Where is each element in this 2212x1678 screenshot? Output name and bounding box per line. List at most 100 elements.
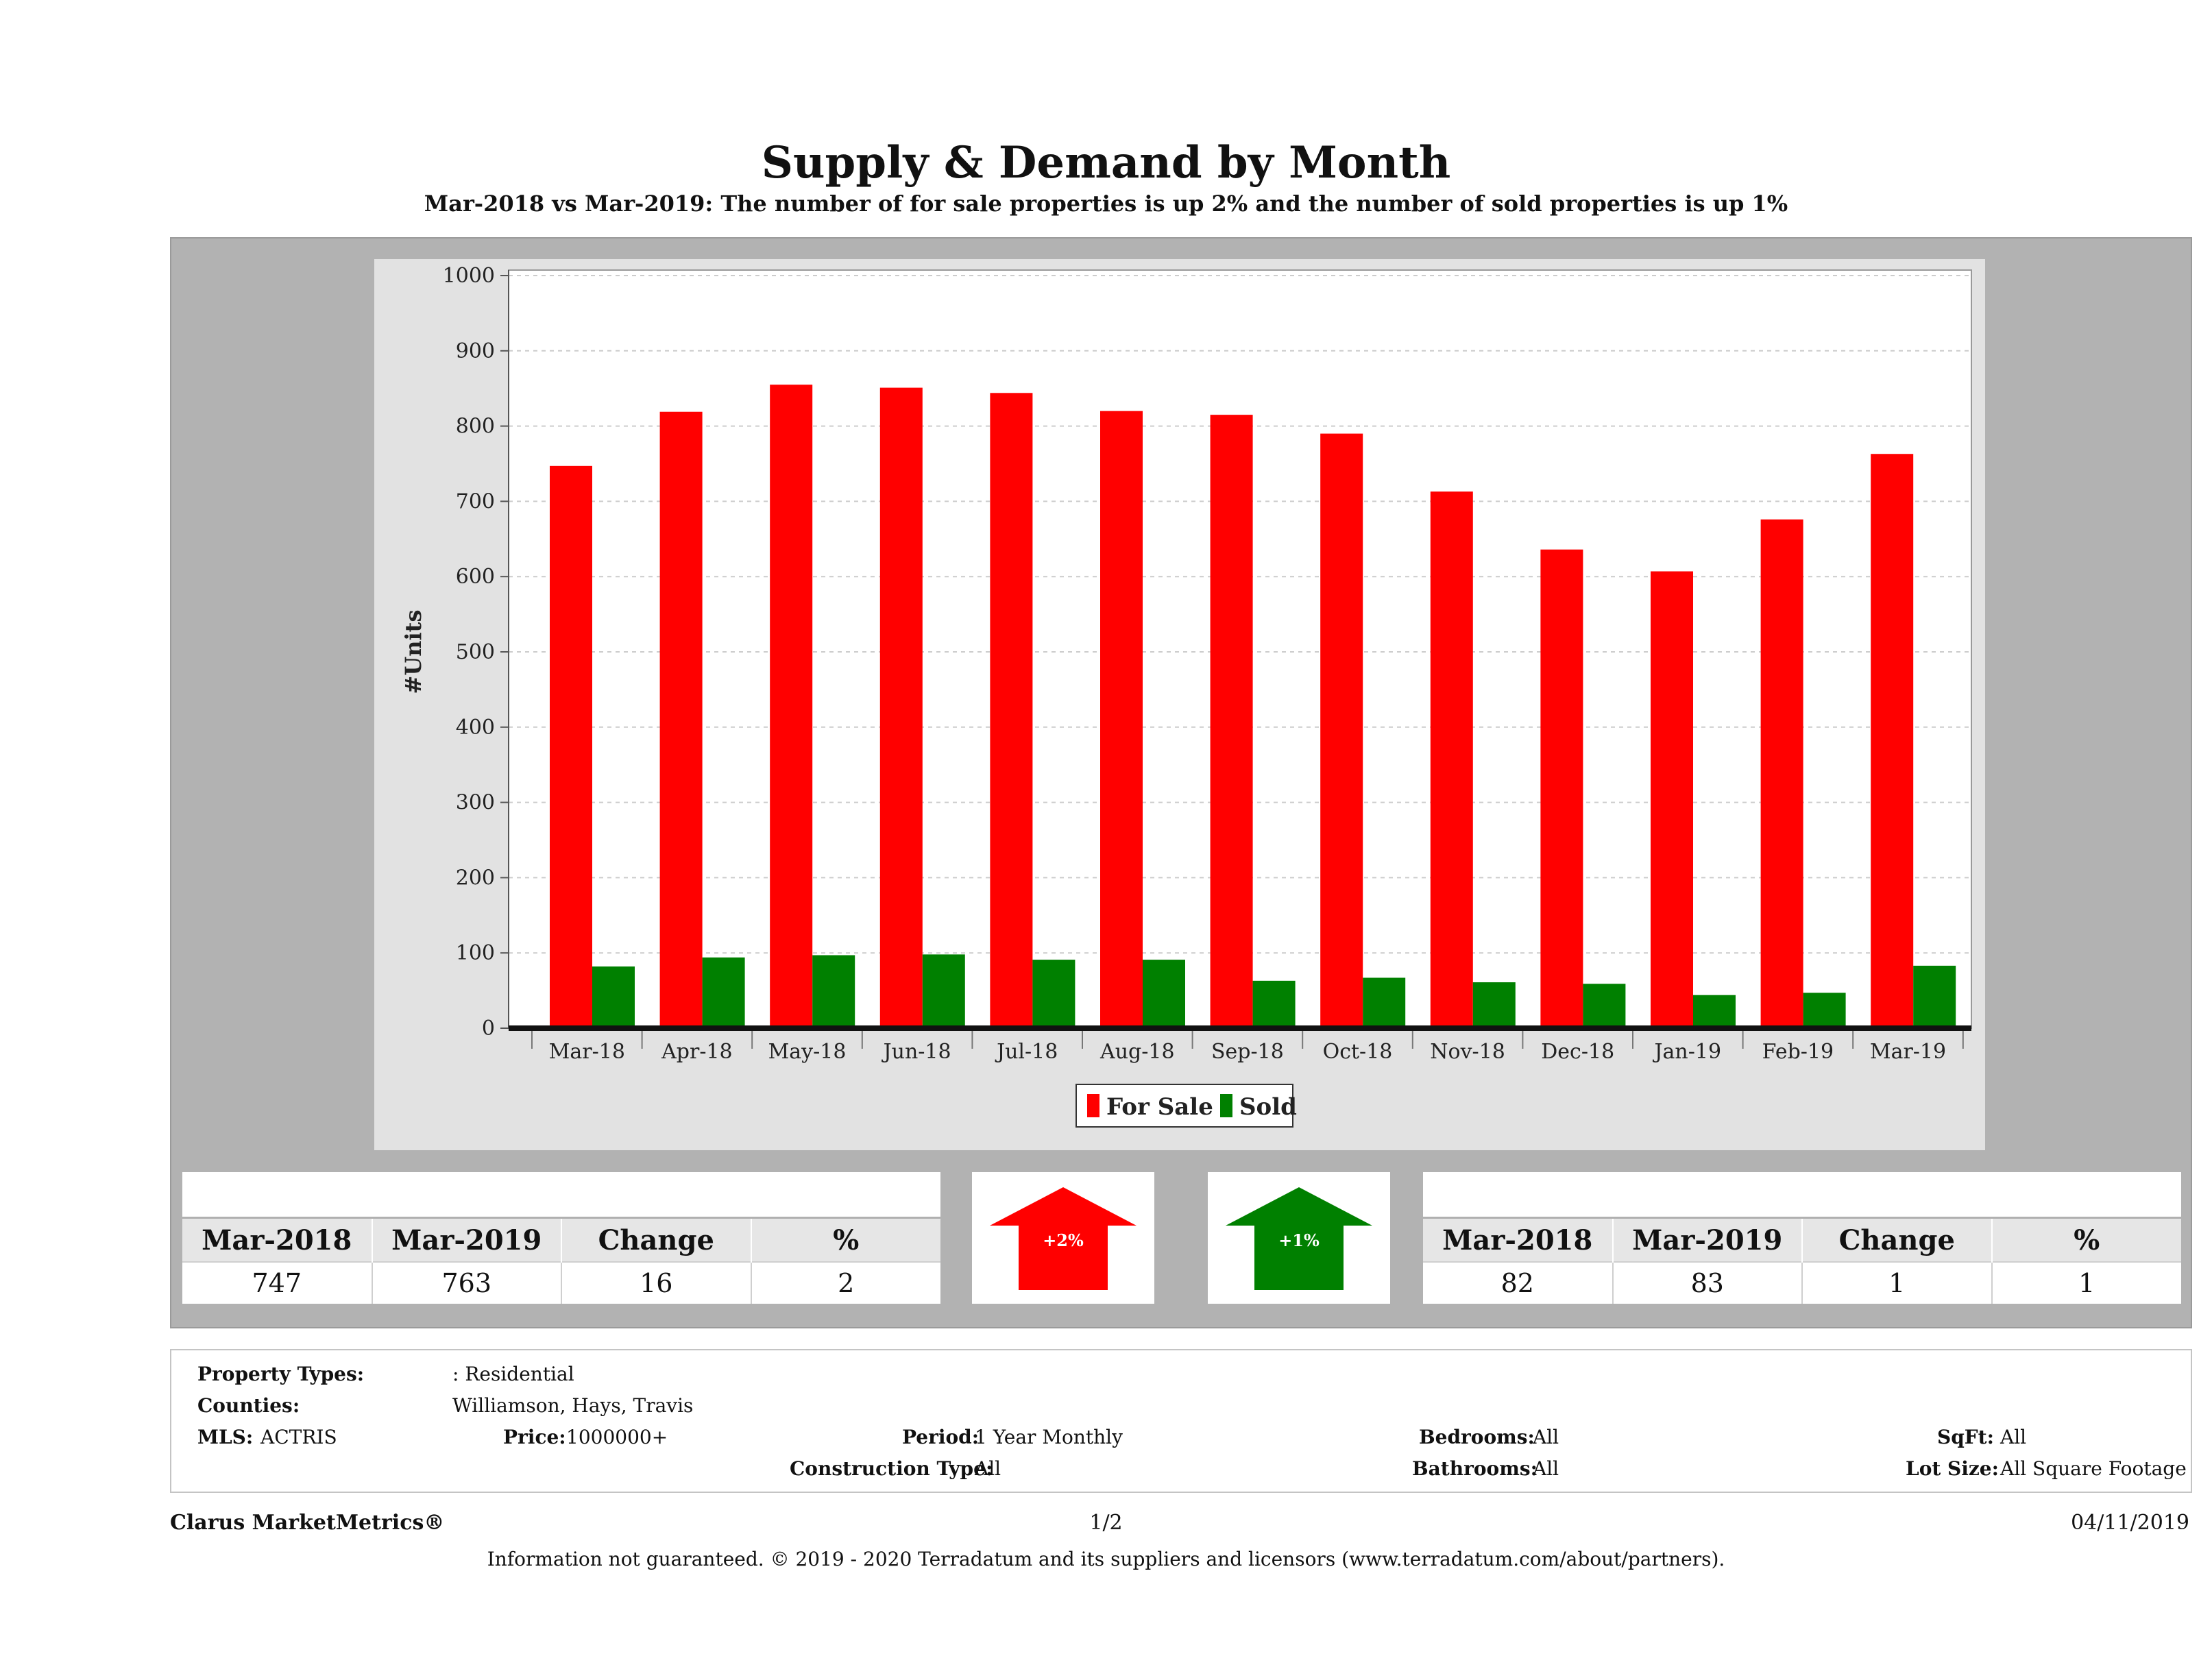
- for-sale-header-curr: Mar-2019: [371, 1217, 561, 1262]
- bedrooms-value: All: [1533, 1426, 1559, 1448]
- sold-bar: [1472, 982, 1516, 1028]
- counties-label: Counties:: [197, 1394, 300, 1417]
- chart-subtitle: Mar-2018 vs Mar-2019: The number of for …: [424, 191, 1788, 217]
- bathrooms-value: All: [1533, 1457, 1559, 1480]
- sold-header-change: Change: [1801, 1217, 1992, 1262]
- legend-label-for-sale: For Sale: [1106, 1093, 1213, 1121]
- sold-value-curr: 83: [1612, 1261, 1802, 1304]
- y-tick-label: 100: [456, 941, 495, 965]
- sold-bar: [1252, 980, 1296, 1028]
- for-sale-change-indicator: +2%: [972, 1172, 1154, 1304]
- sold-header-prev: Mar-2018: [1423, 1217, 1613, 1262]
- lot-size-value: All Square Footage: [2000, 1457, 2187, 1480]
- bedrooms-label: Bedrooms:: [1419, 1426, 1535, 1448]
- sqft-value: All: [2000, 1426, 2027, 1448]
- construction-type-value: All: [975, 1457, 1001, 1480]
- disclaimer: Information not guaranteed. © 2019 - 202…: [487, 1548, 1725, 1570]
- for-sale-bar: [1651, 571, 1693, 1028]
- x-tick-label: Jul-18: [995, 1040, 1058, 1064]
- period-value: 1 Year Monthly: [975, 1426, 1123, 1448]
- for-sale-arrow-label: +2%: [1043, 1230, 1084, 1250]
- property-types-label: Property Types:: [197, 1363, 365, 1385]
- for-sale-bar: [1760, 519, 1803, 1028]
- for-sale-value-prev: 747: [182, 1261, 372, 1304]
- for-sale-bar: [1540, 549, 1583, 1028]
- for-sale-value-curr: 763: [371, 1261, 561, 1304]
- sold-header-curr: Mar-2019: [1612, 1217, 1802, 1262]
- for-sale-bar: [550, 465, 592, 1028]
- for-sale-header-change: Change: [561, 1217, 751, 1262]
- sold-bar: [1583, 984, 1626, 1028]
- mls-value: ACTRIS: [260, 1426, 337, 1448]
- y-axis-label: #Units: [400, 610, 426, 694]
- x-tick-label: Mar-19: [1870, 1040, 1946, 1064]
- sold-bar: [1913, 965, 1956, 1028]
- for-sale-bar: [1210, 415, 1253, 1028]
- mls-label: MLS:: [197, 1426, 254, 1448]
- sold-bar: [1143, 960, 1185, 1028]
- page-number: 1/2: [1089, 1511, 1123, 1535]
- sold-bar: [1803, 993, 1846, 1028]
- for-sale-bar: [659, 411, 703, 1028]
- brand-name: Clarus MarketMetrics®: [170, 1511, 445, 1535]
- chart-title: Supply & Demand by Month: [761, 137, 1451, 189]
- sold-stats-table: Mar-2018 Mar-2019 Change % 82 83 1 1: [1423, 1217, 2181, 1304]
- for-sale-bar: [990, 393, 1033, 1028]
- y-tick-label: 800: [456, 415, 495, 439]
- up-arrow-icon: +1%: [1226, 1187, 1372, 1290]
- sold-bar: [1032, 960, 1075, 1028]
- sold-bar: [922, 954, 965, 1028]
- sold-bar: [592, 966, 635, 1028]
- y-tick-label: 500: [456, 640, 495, 664]
- for-sale-header-prev: Mar-2018: [182, 1217, 372, 1262]
- for-sale-bar: [1871, 454, 1914, 1028]
- x-tick-label: Apr-18: [661, 1040, 733, 1064]
- lot-size-label: Lot Size:: [1906, 1457, 1999, 1480]
- sold-stats-panel: Mar-2018 Mar-2019 Change % 82 83 1 1: [1423, 1172, 2181, 1304]
- y-tick-label: 200: [456, 866, 495, 890]
- legend-box: [1075, 1084, 1293, 1128]
- y-tick-label: 700: [456, 489, 495, 513]
- x-tick-label: Oct-18: [1323, 1040, 1393, 1064]
- x-tick-label: Sep-18: [1211, 1040, 1284, 1064]
- sold-bar: [1363, 977, 1406, 1028]
- price-label: Price:: [503, 1426, 566, 1448]
- for-sale-stats-table: Mar-2018 Mar-2019 Change % 747 763 16 2: [182, 1217, 940, 1304]
- property-types-value: : Residential: [452, 1363, 574, 1385]
- sold-value-prev: 82: [1423, 1261, 1613, 1304]
- legend-swatch-for-sale: [1087, 1094, 1099, 1117]
- sold-value-change: 1: [1801, 1261, 1992, 1304]
- y-tick-label: 400: [456, 716, 495, 740]
- for-sale-header-percent: %: [750, 1217, 940, 1262]
- up-arrow-icon: +2%: [990, 1187, 1137, 1290]
- sqft-label: SqFt:: [1937, 1426, 1994, 1448]
- bathrooms-label: Bathrooms:: [1412, 1457, 1538, 1480]
- sold-arrow-label: +1%: [1278, 1230, 1320, 1250]
- sold-header-percent: %: [1991, 1217, 2181, 1262]
- report-date: 04/11/2019: [2071, 1511, 2189, 1535]
- sold-bar: [812, 955, 855, 1028]
- construction-type-label: Construction Type:: [790, 1457, 993, 1480]
- for-sale-stats-panel: Mar-2018 Mar-2019 Change % 747 763 16 2: [182, 1172, 940, 1304]
- for-sale-bar: [879, 387, 923, 1028]
- legend-swatch-sold: [1220, 1094, 1232, 1117]
- x-tick-label: Dec-18: [1541, 1040, 1614, 1064]
- x-tick-label: Jan-19: [1653, 1040, 1722, 1064]
- sold-bar: [702, 957, 745, 1028]
- for-sale-value-percent: 2: [750, 1261, 940, 1304]
- x-tick-label: Feb-19: [1762, 1040, 1834, 1064]
- for-sale-bar: [1320, 433, 1363, 1028]
- x-tick-label: Mar-18: [549, 1040, 625, 1064]
- x-tick-label: Nov-18: [1430, 1040, 1505, 1064]
- y-tick-label: 900: [456, 339, 495, 363]
- x-tick-label: May-18: [768, 1040, 847, 1064]
- for-sale-bar: [770, 385, 813, 1028]
- y-tick-label: 300: [456, 791, 495, 815]
- period-label: Period:: [902, 1426, 980, 1448]
- y-tick-label: 600: [456, 565, 495, 589]
- x-tick-label: Jun-18: [882, 1040, 951, 1064]
- sold-bar: [1693, 995, 1736, 1028]
- sold-value-percent: 1: [1991, 1261, 2181, 1304]
- for-sale-bar: [1430, 491, 1473, 1028]
- legend-label-sold: Sold: [1239, 1093, 1297, 1121]
